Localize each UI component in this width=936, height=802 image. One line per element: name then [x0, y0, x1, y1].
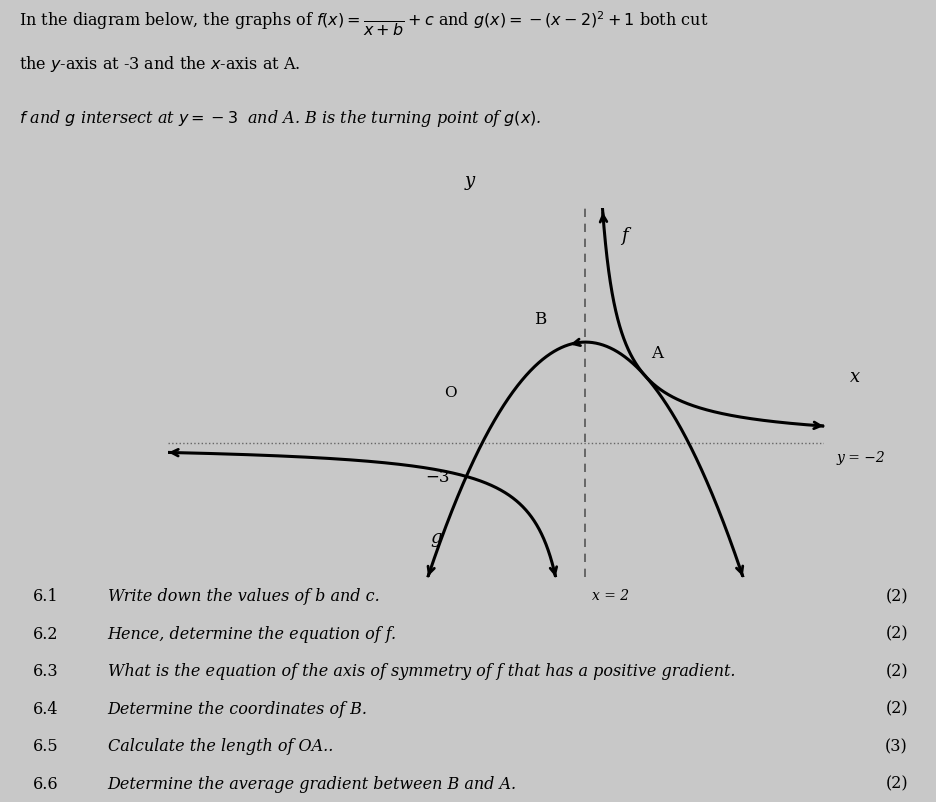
Text: (3): (3)	[885, 737, 908, 755]
Text: Calculate the length of OA..: Calculate the length of OA..	[108, 737, 333, 755]
Text: 6.6: 6.6	[33, 775, 58, 792]
Text: g: g	[431, 529, 443, 546]
Text: $f$ and $g$ intersect at $y = -3$  and A. B is the turning point of $g(x)$.: $f$ and $g$ intersect at $y = -3$ and A.…	[19, 107, 541, 129]
Text: O: O	[444, 386, 457, 399]
Text: y: y	[464, 172, 475, 190]
Text: A: A	[651, 345, 664, 362]
Text: B: B	[534, 311, 546, 328]
Text: (2): (2)	[885, 588, 908, 605]
Text: Determine the coordinates of B.: Determine the coordinates of B.	[108, 700, 368, 717]
Text: 6.1: 6.1	[33, 588, 58, 605]
Text: x = 2: x = 2	[592, 589, 629, 602]
Text: y = −2: y = −2	[837, 451, 885, 464]
Text: 6.3: 6.3	[33, 662, 58, 679]
Text: What is the equation of the axis of symmetry of f that has a positive gradient.: What is the equation of the axis of symm…	[108, 662, 735, 679]
Text: Hence, determine the equation of f.: Hence, determine the equation of f.	[108, 625, 397, 642]
Text: −3: −3	[426, 468, 450, 485]
Text: (2): (2)	[885, 775, 908, 792]
Text: f: f	[622, 226, 628, 245]
Text: 6.5: 6.5	[33, 737, 58, 755]
Text: (2): (2)	[885, 662, 908, 679]
Text: (2): (2)	[885, 625, 908, 642]
Text: Determine the average gradient between B and A.: Determine the average gradient between B…	[108, 775, 517, 792]
Text: the $y$-axis at -3 and the $x$-axis at A.: the $y$-axis at -3 and the $x$-axis at A…	[19, 54, 300, 74]
Text: x: x	[850, 367, 860, 385]
Text: 6.4: 6.4	[33, 700, 58, 717]
Text: Write down the values of b and c.: Write down the values of b and c.	[108, 588, 379, 605]
Text: 6.2: 6.2	[33, 625, 58, 642]
Text: In the diagram below, the graphs of $f(x) = \dfrac{\;\;}{x+b} + c$ and $g(x) = -: In the diagram below, the graphs of $f(x…	[19, 10, 709, 38]
Text: (2): (2)	[885, 700, 908, 717]
